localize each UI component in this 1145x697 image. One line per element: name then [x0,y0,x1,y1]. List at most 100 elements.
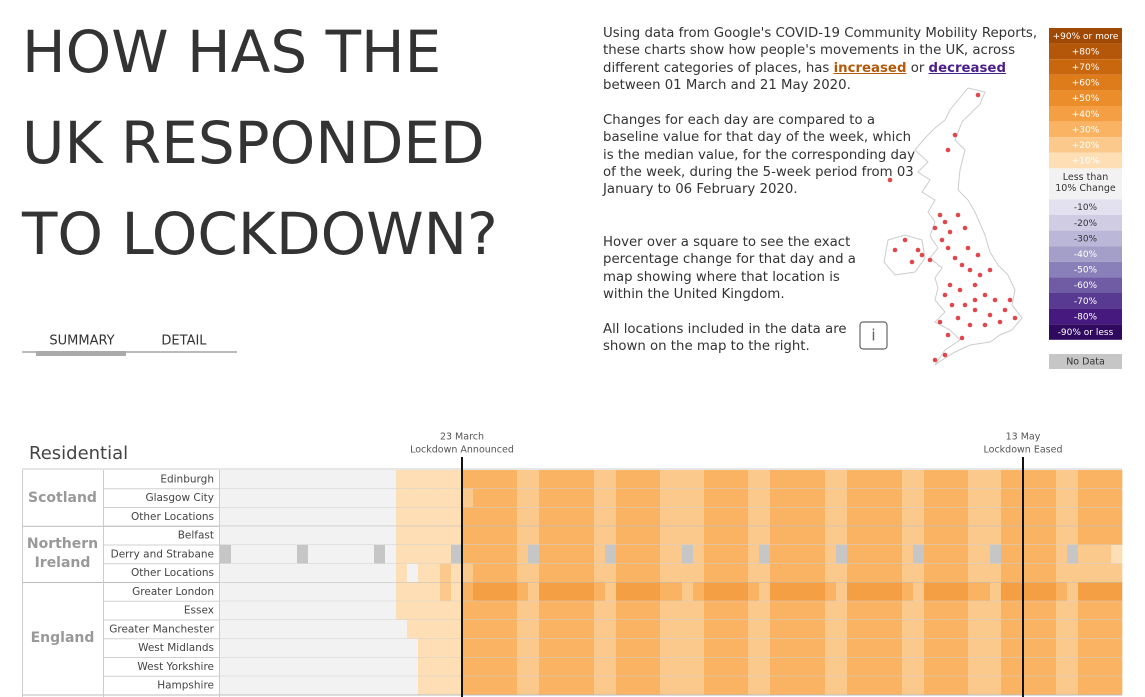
heat-cell [1089,507,1101,527]
heat-cell [330,582,342,602]
heat-cell [495,582,507,602]
link[interactable]: decreased [928,60,1006,76]
legend-swatch [1049,106,1122,122]
heat-cell [319,488,331,508]
heat-cell [704,657,716,677]
heat-cell [264,638,276,658]
heat-cell [1001,638,1013,658]
heat-cell [1045,526,1057,545]
heat-cell [407,601,419,620]
heat-cell [891,638,903,658]
map-outline [914,87,1023,366]
heat-cell [913,563,925,583]
heat-cell [737,470,749,489]
heat-cell [550,488,562,508]
heat-cell [748,545,760,564]
heat-cell [473,507,485,527]
heat-cell [825,470,837,489]
link[interactable]: increased [833,60,907,76]
heat-cell [770,676,782,695]
heat-cell [297,507,309,527]
heat-cell [594,582,606,602]
heat-cell [946,526,958,545]
heat-cell [968,582,980,602]
heat-cell [792,526,804,545]
heat-cell [594,545,606,564]
heat-cell [473,676,485,695]
heat-cell [1067,676,1079,695]
heat-cell [220,676,232,695]
row-label: Other Locations [131,567,214,579]
heat-cell [275,488,287,508]
heat-cell [550,545,562,564]
heat-cell [242,488,254,508]
heat-cell [814,488,826,508]
map-location [909,259,915,265]
row-label: Edinburgh [160,473,214,485]
heat-cell [297,638,309,658]
map-outline [883,234,926,276]
heat-cell [517,582,529,602]
heat-cell [429,545,441,564]
heat-cell [264,676,276,695]
heat-cell [517,638,529,658]
heat-cell [715,638,727,658]
heat-cell [275,620,287,639]
heat-cell [649,545,661,564]
heat-cell [847,526,859,545]
heat-cell [869,470,881,489]
heat-cell [781,526,793,545]
heat-cell [935,545,947,564]
heat-cell [616,526,628,545]
map-location [1002,307,1008,313]
heat-cell [528,676,540,695]
heat-cell [264,507,276,527]
heat-cell [891,620,903,639]
heat-cell [869,638,881,658]
info-icon[interactable]: i [871,326,875,345]
heat-cell [825,582,837,602]
heat-cell [550,601,562,620]
heat-cell [374,507,386,527]
heat-cell [407,545,419,564]
heat-cell [605,620,617,639]
heat-cell [891,507,903,527]
heat-cell [220,526,232,545]
legend-swatch [1049,137,1122,153]
heat-cell [847,676,859,695]
heat-cell [880,488,892,508]
heat-cell [693,563,705,583]
heat-cell [847,657,859,677]
heat-cell [781,507,793,527]
heat-cell [715,488,727,508]
heat-cell [759,526,771,545]
heat-cell [385,545,397,564]
map-location [962,225,968,231]
tab[interactable]: SUMMARY [49,334,114,349]
tab[interactable]: DETAIL [161,334,207,349]
heat-cell [957,470,969,489]
heat-cell [594,620,606,639]
heat-cell [605,601,617,620]
heat-cell [220,582,232,602]
heat-cell [759,620,771,639]
heat-cell [539,545,551,564]
heat-cell [1056,582,1068,602]
heat-cell [1111,657,1123,677]
info-button[interactable] [859,321,888,350]
heat-cell [341,470,353,489]
heat-cell [990,676,1002,695]
heat-cell [649,507,661,527]
heat-cell [792,563,804,583]
heat-cell [726,526,738,545]
legend-swatch [1049,354,1122,369]
heat-cell [418,676,430,695]
heat-cell [1012,526,1024,545]
heat-cell [638,676,650,695]
heat-cell [627,563,639,583]
heat-cell [374,620,386,639]
heat-cell [924,676,936,695]
map-location [987,312,993,318]
legend-swatch [1049,277,1122,293]
heat-cell [242,582,254,602]
